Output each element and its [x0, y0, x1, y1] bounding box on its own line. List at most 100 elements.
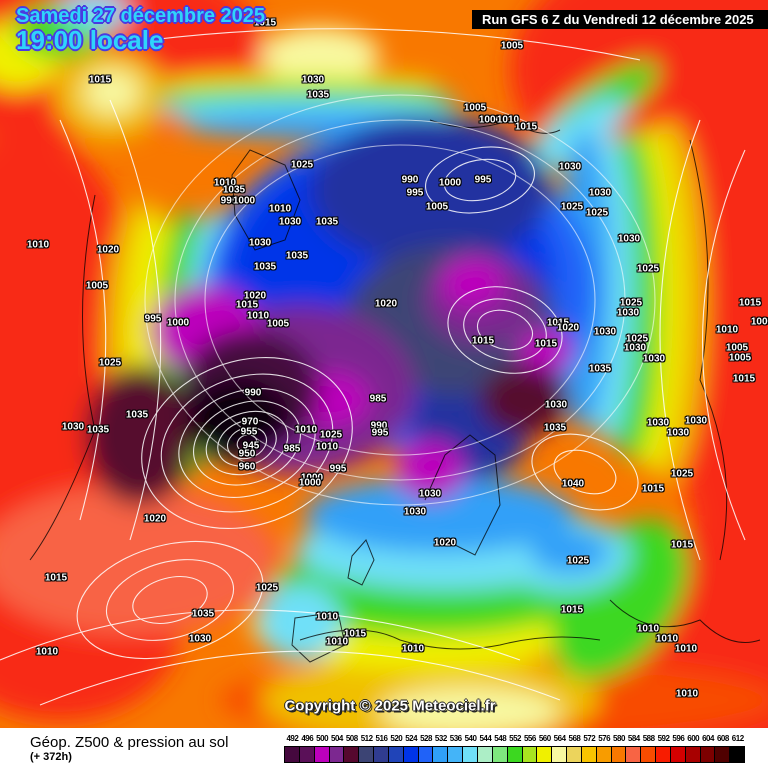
pressure-label: 1010 [213, 177, 237, 189]
pressure-label: 1035 [315, 216, 339, 228]
pressure-label: 1005 [85, 280, 109, 292]
pressure-label: 1030 [616, 307, 640, 319]
pressure-label: 1025 [619, 297, 643, 309]
contour-lines [0, 28, 746, 706]
pressure-label: 995 [371, 427, 389, 439]
pressure-label: 1000 [298, 477, 322, 489]
pressure-label: 1015 [546, 317, 570, 329]
pressure-label: 1010 [401, 643, 425, 655]
pressure-label: 950 [238, 448, 256, 460]
pressure-label: 995 [144, 313, 162, 325]
colorbar-value: 560 [538, 734, 551, 743]
pressure-label: 1030 [61, 421, 85, 433]
colorbar-cell [625, 746, 642, 763]
pressure-label: 1010 [246, 310, 270, 322]
pressure-label: 995 [474, 174, 492, 186]
pressure-label: 970 [241, 416, 259, 428]
pressure-label: 985 [283, 443, 301, 455]
pressure-label: 1035 [191, 608, 215, 620]
copyright-watermark: Copyright © 2025 Meteociel.fr [284, 697, 496, 715]
pressure-label: 990 [370, 420, 388, 432]
pressure-label: 1035 [125, 409, 149, 421]
z500-pressure-map [0, 0, 768, 728]
colorbar-value: 512 [360, 734, 373, 743]
pressure-label: 1015 [641, 483, 665, 495]
colorbar-cell [417, 746, 434, 763]
pressure-label: 995 [406, 187, 424, 199]
pressure-label: 995 [329, 463, 347, 475]
colorbar-value: 496 [301, 734, 314, 743]
colorbar-value: 596 [672, 734, 685, 743]
colorbar-cell [610, 746, 627, 763]
pressure-label: 1015 [471, 335, 495, 347]
colorbar-cell [699, 746, 716, 763]
colorbar-cell [714, 746, 731, 763]
pressure-label: 960 [238, 461, 256, 473]
colorbar-value: 540 [464, 734, 477, 743]
pressure-label: 1030 [588, 187, 612, 199]
colorbar-value: 564 [553, 734, 566, 743]
pressure-label: 990 [244, 387, 262, 399]
pressure-label: 1000 [750, 316, 768, 328]
pressure-label: 1015 [670, 539, 694, 551]
colorbar-value: 528 [420, 734, 432, 743]
pressure-label: 1030 [684, 415, 708, 427]
pressure-label: 1015 [88, 74, 112, 86]
pressure-label: 1010 [35, 646, 59, 658]
colorbar-cell [432, 746, 449, 763]
pressure-label: 1015 [514, 121, 538, 133]
pressure-label: 1015 [732, 373, 756, 385]
colorbar-value: 580 [613, 734, 625, 743]
colorbar-value-labels: 492 496 500 504 508 512 516 520 524 528 532 536 540 5… [285, 734, 745, 744]
pressure-label: 1020 [374, 298, 398, 310]
colorbar-value: 536 [449, 734, 462, 743]
pressure-label: 1010 [496, 114, 520, 126]
pressure-label: 1010 [315, 611, 339, 623]
colorbar-value: 592 [657, 734, 670, 743]
colorbar-cell [284, 746, 300, 763]
pressure-label: 1035 [86, 424, 110, 436]
pressure-label: 1030 [278, 216, 302, 228]
timestamp-header: Samedi 27 décembre 2025 19:00 locale [16, 6, 265, 54]
pressure-label: 1030 [558, 161, 582, 173]
pressure-label: 1030 [403, 506, 427, 518]
colorbar-value: 524 [405, 734, 418, 743]
colorbar-value: 516 [375, 734, 388, 743]
colorbar-value: 600 [687, 734, 700, 743]
colorbar-cell [551, 746, 568, 763]
pressure-label: 1015 [343, 628, 367, 640]
geopotential-colorbar: 492 496 500 504 508 512 516 520 524 528 532 536 540 5… [284, 734, 746, 764]
valid-time-text: 19:00 locale [16, 25, 164, 55]
pressure-label: 1015 [235, 299, 259, 311]
pressure-label: 990 [401, 174, 419, 186]
pressure-label: 1010 [294, 424, 318, 436]
pressure-label: 1010 [325, 636, 349, 648]
pressure-label: 1020 [96, 244, 120, 256]
pressure-label: 1035 [588, 363, 612, 375]
pressure-label: 1030 [623, 342, 647, 354]
colorbar-value: 532 [434, 734, 447, 743]
pressure-label: 1000 [300, 472, 324, 484]
colorbar-cell [669, 746, 686, 763]
pressure-label: 1030 [646, 417, 670, 429]
pressure-label: 1030 [248, 237, 272, 249]
run-info-banner: Run GFS 6 Z du Vendredi 12 décembre 2025 [472, 10, 768, 29]
pressure-label: 1030 [642, 353, 666, 365]
pressure-label: 1015 [44, 572, 68, 584]
pressure-label: 1010 [315, 441, 339, 453]
colorbar-value: 556 [523, 734, 536, 743]
pressure-label: 1000 [232, 195, 256, 207]
pressure-label: 1030 [188, 633, 212, 645]
pressure-label: 1030 [593, 326, 617, 338]
pressure-label: 1035 [306, 89, 330, 101]
colorbar-value: 612 [731, 734, 744, 743]
pressure-label: 1030 [301, 74, 325, 86]
pressure-label: 1010 [674, 643, 698, 655]
pressure-label: 1005 [728, 352, 752, 364]
legend-title: Géop. Z500 & pression au sol [30, 734, 229, 751]
pressure-label: 1025 [566, 555, 590, 567]
colorbar-value: 588 [642, 734, 655, 743]
colorbar-cell [640, 746, 657, 763]
pressure-label: 1025 [560, 201, 584, 213]
colorbar-cell [521, 746, 538, 763]
